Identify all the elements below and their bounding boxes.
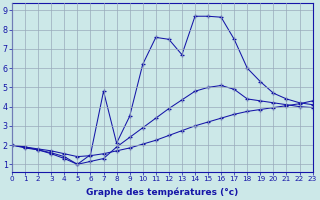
X-axis label: Graphe des températures (°c): Graphe des températures (°c) (86, 188, 238, 197)
